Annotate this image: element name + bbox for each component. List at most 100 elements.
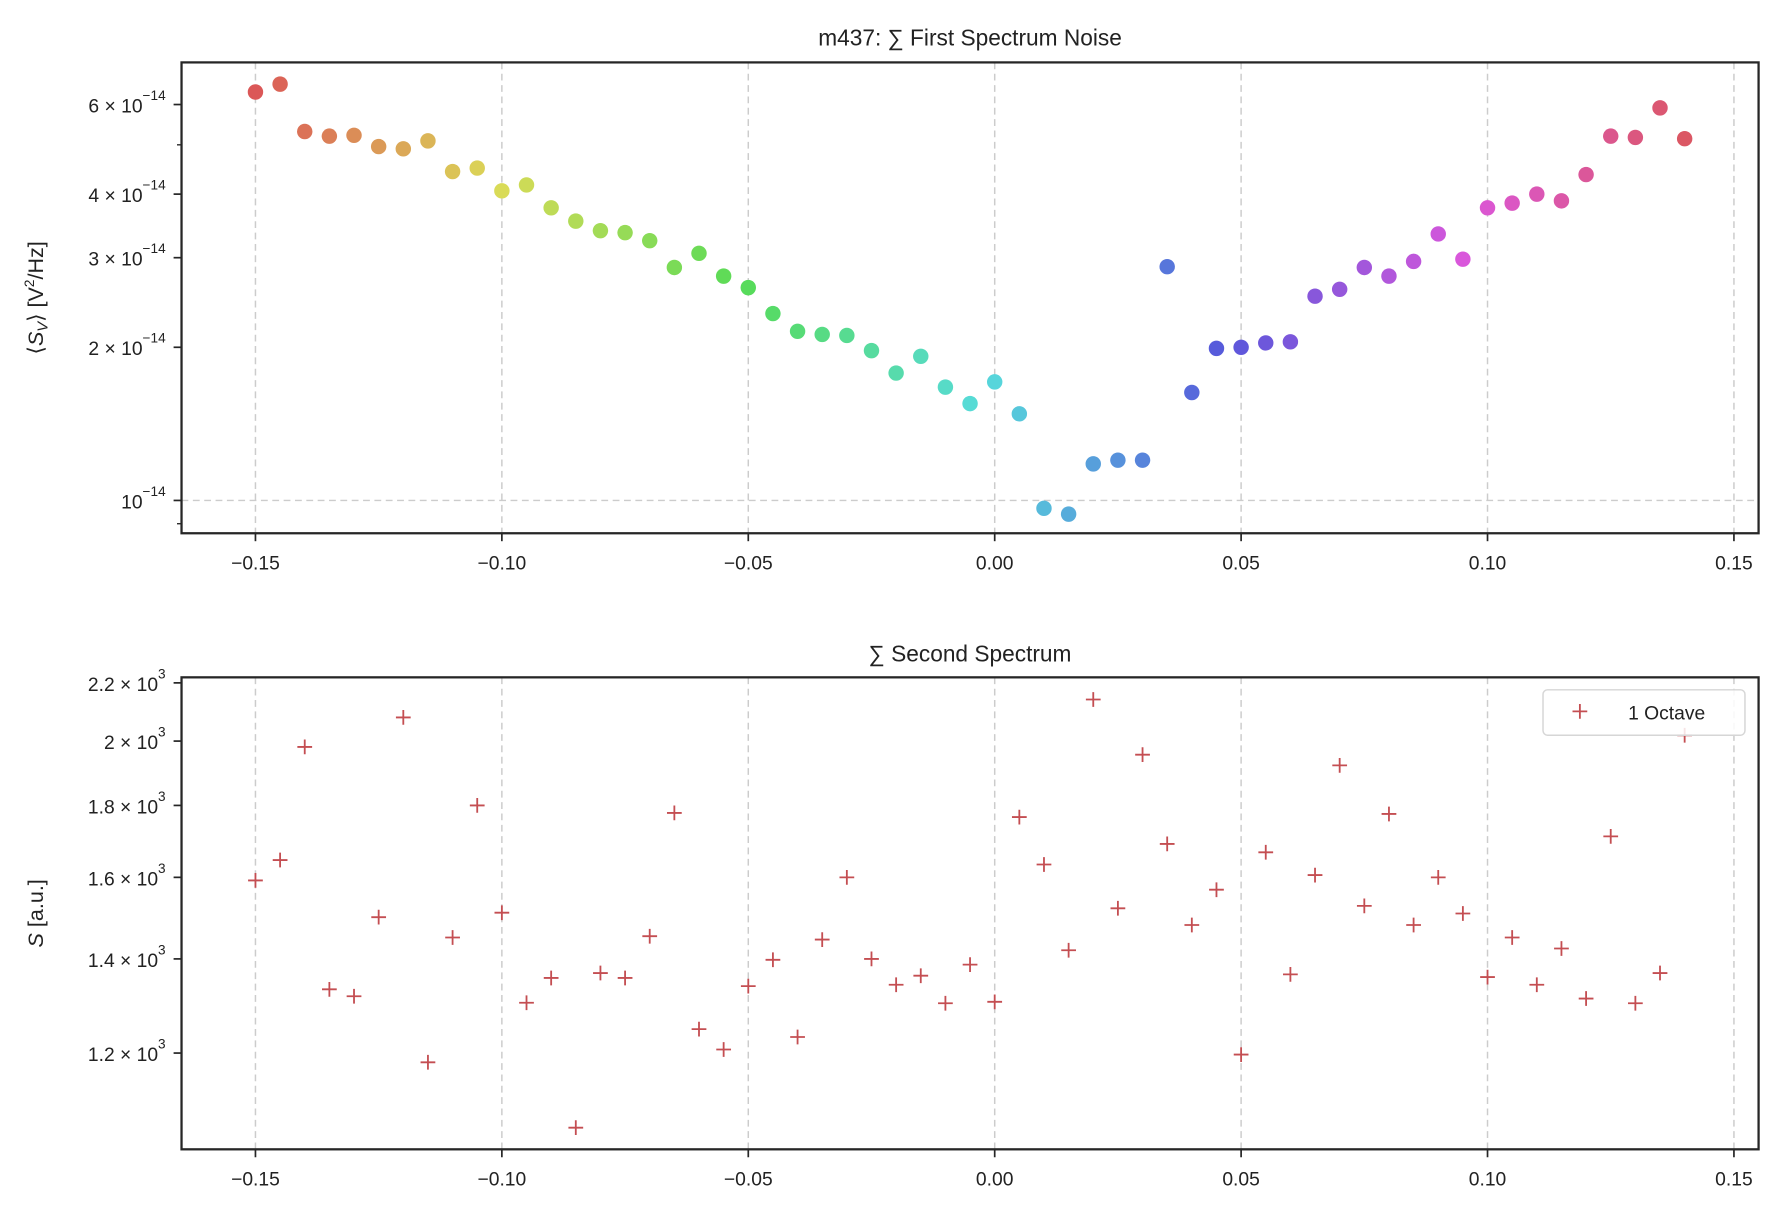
- bottom-data-point: [864, 951, 879, 967]
- top-data-point: [715, 268, 732, 284]
- bottom-data-point: [1332, 757, 1348, 773]
- bottom-data-point: [1209, 882, 1224, 898]
- bottom-data-point: [346, 988, 362, 1004]
- bottom-data-point: [938, 995, 953, 1011]
- bottom-data-point: [519, 995, 534, 1011]
- y-tick-mantissa: 2.2 × 10: [88, 675, 158, 696]
- y-label-part: V: [36, 321, 52, 332]
- bottom-y-tick-label: 1.6 × 103: [88, 861, 166, 890]
- top-data-point: [518, 177, 535, 193]
- bottom-data-point: [1036, 857, 1052, 872]
- top-x-tick-label: −0.15: [231, 554, 280, 575]
- bottom-axes-second-spectrum: −0.15 −0.10 −0.05 0.00 0.05 0.10 0.152.2 × 103…: [23, 640, 1760, 1191]
- y-label-part: S: [23, 932, 48, 947]
- bottom-y-tick-label: 2.2 × 103: [88, 666, 166, 695]
- bottom-x-tick-label: 0.15: [1715, 1170, 1753, 1191]
- top-x-tick-label: −0.05: [724, 554, 773, 575]
- top-data-point: [1405, 253, 1422, 270]
- bottom-x-tick-label: 0.10: [1469, 1170, 1507, 1191]
- bottom-data-point: [593, 965, 608, 981]
- top-data-point: [1159, 258, 1175, 275]
- bottom-data-point: [1283, 966, 1298, 982]
- top-data-point: [370, 138, 387, 155]
- bottom-data-point: [445, 930, 460, 945]
- y-tick-exponent: 3: [158, 1037, 166, 1052]
- top-data-point: [1282, 334, 1299, 350]
- y-label-part: S: [23, 331, 48, 346]
- y-tick-mantissa: 1.6 × 10: [88, 869, 158, 890]
- y-tick-mantissa: 1.2 × 10: [88, 1045, 158, 1066]
- bottom-axes-frame: [180, 676, 1760, 1151]
- top-data-point: [247, 84, 264, 100]
- bottom-data-point: [1652, 965, 1668, 981]
- top-data-point: [1085, 456, 1101, 472]
- bottom-x-tick-label: 0.00: [976, 1170, 1014, 1191]
- top-x-tick-label: 0.15: [1715, 554, 1753, 575]
- bottom-data-point: [395, 710, 411, 725]
- bottom-data-point: [568, 1120, 584, 1136]
- top-data-point: [1381, 268, 1397, 284]
- top-data-point: [1356, 259, 1373, 276]
- bottom-data-point: [1011, 809, 1027, 825]
- y-tick-exponent: 3: [158, 861, 166, 876]
- top-data-point: [1504, 195, 1520, 211]
- top-data-point: [420, 133, 436, 149]
- top-data-point: [297, 123, 313, 140]
- top-data-point: [814, 326, 830, 343]
- y-tick-exponent: 3: [158, 789, 166, 804]
- legend-entry-label: 1 Octave: [1628, 703, 1705, 724]
- top-data-point: [469, 160, 485, 176]
- top-data-point: [1208, 340, 1225, 357]
- bottom-data-point: [642, 928, 658, 944]
- bottom-data-point: [272, 852, 288, 868]
- bottom-data-point: [1085, 692, 1101, 707]
- top-data-point: [1676, 130, 1693, 147]
- y-tick-mantissa: 2 × 10: [88, 339, 142, 360]
- top-data-point: [1233, 339, 1249, 355]
- bottom-data-point: [814, 932, 830, 947]
- bottom-y-tick-label: 1.4 × 103: [88, 942, 166, 971]
- top-y-tick-label: 3 × 10−14: [88, 241, 166, 270]
- bottom-data-point: [322, 981, 337, 997]
- y-tick-exponent: 3: [158, 666, 166, 681]
- top-x-tick-label: −0.10: [477, 554, 526, 575]
- bottom-x-tick-label: −0.05: [724, 1170, 773, 1191]
- bottom-data-point: [1406, 917, 1421, 933]
- top-x-tick-label: 0.10: [1469, 554, 1507, 575]
- top-y-tick-label: 2 × 10−14: [88, 331, 166, 360]
- bottom-data-point: [1258, 844, 1274, 860]
- top-data-point: [765, 305, 781, 322]
- bottom-data-point: [1603, 829, 1619, 844]
- top-data-point: [617, 224, 633, 241]
- top-data-point: [1110, 452, 1126, 468]
- y-tick-mantissa: 3 × 10: [88, 250, 142, 271]
- top-data-point: [1553, 193, 1570, 209]
- bottom-data-point: [1430, 869, 1446, 885]
- top-data-point: [1184, 384, 1200, 401]
- top-data-point: [346, 127, 362, 144]
- top-data-point: [1529, 186, 1545, 202]
- top-data-point: [986, 374, 1003, 390]
- bottom-x-tick-label: −0.10: [477, 1170, 526, 1191]
- top-data-point: [1134, 452, 1151, 468]
- top-data-point: [937, 379, 954, 395]
- bottom-data-point: [1135, 747, 1150, 763]
- bottom-data-point: [469, 798, 485, 813]
- y-tick-exponent: 3: [158, 942, 166, 957]
- top-data-point: [568, 213, 584, 229]
- y-label-part: [a.u.]: [23, 879, 48, 933]
- bottom-y-tick-label: 2 × 103: [104, 725, 166, 754]
- top-data-point: [913, 348, 929, 365]
- y-tick-exponent: −14: [143, 241, 167, 256]
- y-tick-exponent: −14: [143, 484, 167, 499]
- bottom-x-tick-label: 0.05: [1222, 1170, 1259, 1191]
- bottom-chart-title: ∑ Second Spectrum: [869, 640, 1072, 666]
- top-data-point: [1331, 281, 1348, 298]
- y-tick-mantissa: 10: [121, 492, 142, 513]
- top-data-point: [863, 342, 880, 359]
- y-tick-exponent: −14: [143, 331, 167, 346]
- top-axes-frame: [180, 61, 1760, 535]
- bottom-data-point: [1061, 942, 1076, 958]
- top-data-point: [1652, 100, 1668, 116]
